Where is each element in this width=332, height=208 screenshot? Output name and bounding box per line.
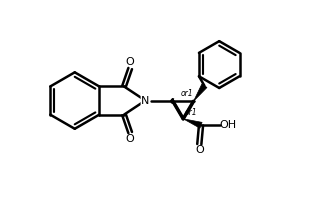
Text: N: N bbox=[141, 95, 149, 105]
Text: or1: or1 bbox=[185, 108, 198, 117]
Polygon shape bbox=[183, 119, 202, 128]
Text: OH: OH bbox=[219, 120, 236, 130]
Text: O: O bbox=[126, 134, 134, 144]
Polygon shape bbox=[194, 84, 207, 101]
Text: or1: or1 bbox=[181, 89, 193, 98]
Text: O: O bbox=[195, 145, 204, 155]
Text: O: O bbox=[126, 57, 134, 67]
